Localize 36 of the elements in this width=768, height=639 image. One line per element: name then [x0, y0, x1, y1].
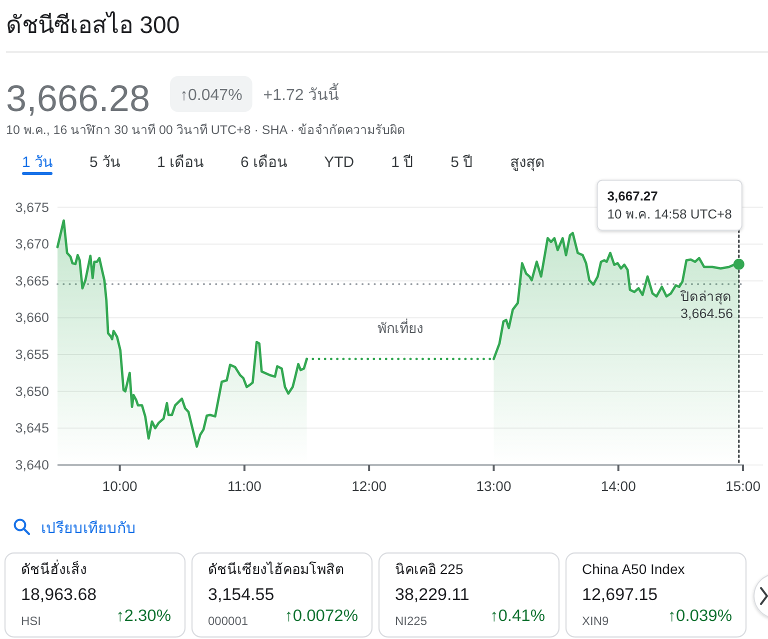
text: 5 ปี [450, 154, 474, 171]
text: 1 เดือน [157, 154, 204, 171]
x-tick-label: 12:00 [352, 478, 387, 494]
card: นิคเคอิ 225 38,229.11 NI225 ↑0.41% [378, 552, 560, 638]
y-tick-label: 3,670 [15, 236, 49, 252]
y-tick-label: 3,675 [15, 200, 49, 215]
chart-title: ดัชนีซีเอสไอ 300 [6, 11, 180, 39]
ref-line-label: ปิดล่าสุด 3,664.56 [679, 289, 733, 322]
y-tick-label: 3,645 [15, 420, 49, 436]
card: ดัชนีเซียงไฮ้คอมโพสิต 3,154.55 000001 ↑0.0072% [191, 552, 373, 638]
text: 3,666.28 [6, 78, 150, 119]
text: 1 ปี [391, 154, 414, 171]
y-tick-label: 3,665 [15, 273, 49, 288]
text: 6 เดือน [240, 154, 288, 171]
y-tick-label: 3,640 [15, 458, 49, 472]
text: 5 วัน [90, 154, 120, 171]
y-tick-label: 3,650 [15, 384, 49, 399]
annotation: 3,667.27 10 พ.ค. 14:58 UTC+8 [607, 188, 732, 222]
annotation: พักเที่ยง [377, 318, 424, 336]
text: 10 พ.ค., 16 นาฬิกา 30 นาที 00 วินาที UTC+8 · SHA · ข้อจำกัดความรับผิด [6, 123, 405, 137]
text: 1 วัน [22, 154, 53, 171]
y-tick-label: 3,655 [15, 347, 49, 362]
x-tick-label: 13:00 [476, 478, 512, 494]
x-tick-label: 10:00 [102, 478, 138, 494]
text: สูงสุด [510, 154, 546, 172]
y-tick-label: 3,660 [15, 310, 49, 326]
x-tick-label: 11:00 [227, 478, 262, 494]
text: ↑0.047% [180, 87, 242, 104]
x-tick-label: 15:00 [725, 478, 761, 494]
card: China A50 Index 12,697.15 XIN9 ↑0.039% [565, 552, 747, 638]
text: YTD [324, 154, 354, 171]
x-tick-label: 14:00 [600, 478, 636, 494]
text: เปรียบเทียบกับ [41, 520, 136, 537]
card: ดัชนีฮั่งเส็ง 18,963.68 HSI ↑2.30% [4, 552, 186, 638]
tooltip: 3,667.27 10 พ.ค. 14:58 UTC+8 [596, 180, 742, 231]
text: +1.72 วันนี้ [263, 83, 340, 104]
